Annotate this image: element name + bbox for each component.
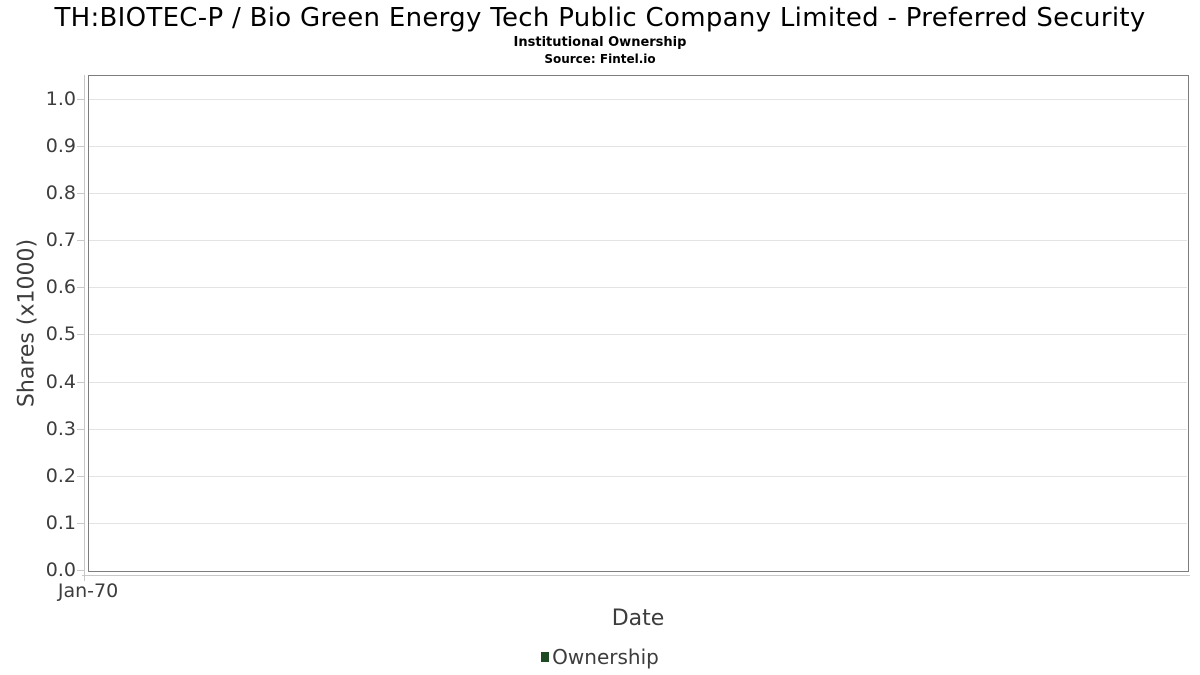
x-tick: [84, 575, 85, 581]
y-tick-label: 0.6: [45, 276, 76, 298]
legend-swatch-icon: [541, 652, 550, 662]
legend: Ownership: [0, 645, 1200, 669]
y-tick: [77, 146, 84, 147]
y-tick-label: 0.1: [45, 512, 76, 534]
y-tick-label: 0.7: [45, 229, 76, 251]
y-tick-label: 0.5: [45, 323, 76, 345]
y-gridline: [89, 382, 1187, 383]
y-tick-label: 0.2: [45, 465, 76, 487]
chart-source: Source: Fintel.io: [544, 52, 656, 66]
y-tick: [77, 334, 84, 335]
y-tick-label: 0.9: [45, 135, 76, 157]
y-tick: [77, 240, 84, 241]
y-gridline: [89, 476, 1187, 477]
chart-subtitle: Institutional Ownership: [513, 35, 687, 50]
y-tick: [77, 570, 84, 571]
y-tick: [77, 429, 84, 430]
legend-label: Ownership: [552, 645, 659, 669]
y-tick-label: 0.4: [45, 371, 76, 393]
y-tick-label: 0.3: [45, 418, 76, 440]
y-axis-line: [84, 75, 85, 576]
y-gridline: [89, 523, 1187, 524]
y-gridline: [89, 240, 1187, 241]
y-tick-label: 0.8: [45, 182, 76, 204]
y-tick: [77, 287, 84, 288]
y-tick: [77, 99, 84, 100]
y-gridline: [89, 287, 1187, 288]
y-gridline: [89, 146, 1187, 147]
y-tick: [77, 523, 84, 524]
x-axis-label: Date: [611, 606, 665, 631]
y-gridline: [89, 429, 1187, 430]
y-gridline: [89, 334, 1187, 335]
x-tick-label: Jan-70: [57, 580, 119, 602]
y-tick: [77, 476, 84, 477]
page-title: TH:BIOTEC-P / Bio Green Energy Tech Publ…: [54, 3, 1146, 33]
x-axis-line: [82, 575, 1190, 576]
legend-item[interactable]: Ownership: [541, 645, 659, 669]
y-tick: [77, 193, 84, 194]
plot-area: [88, 75, 1189, 572]
y-tick-label: 0.0: [45, 559, 76, 581]
y-gridline: [89, 99, 1187, 100]
y-tick-label: 1.0: [45, 88, 76, 110]
y-tick: [77, 382, 84, 383]
y-gridline: [89, 193, 1187, 194]
